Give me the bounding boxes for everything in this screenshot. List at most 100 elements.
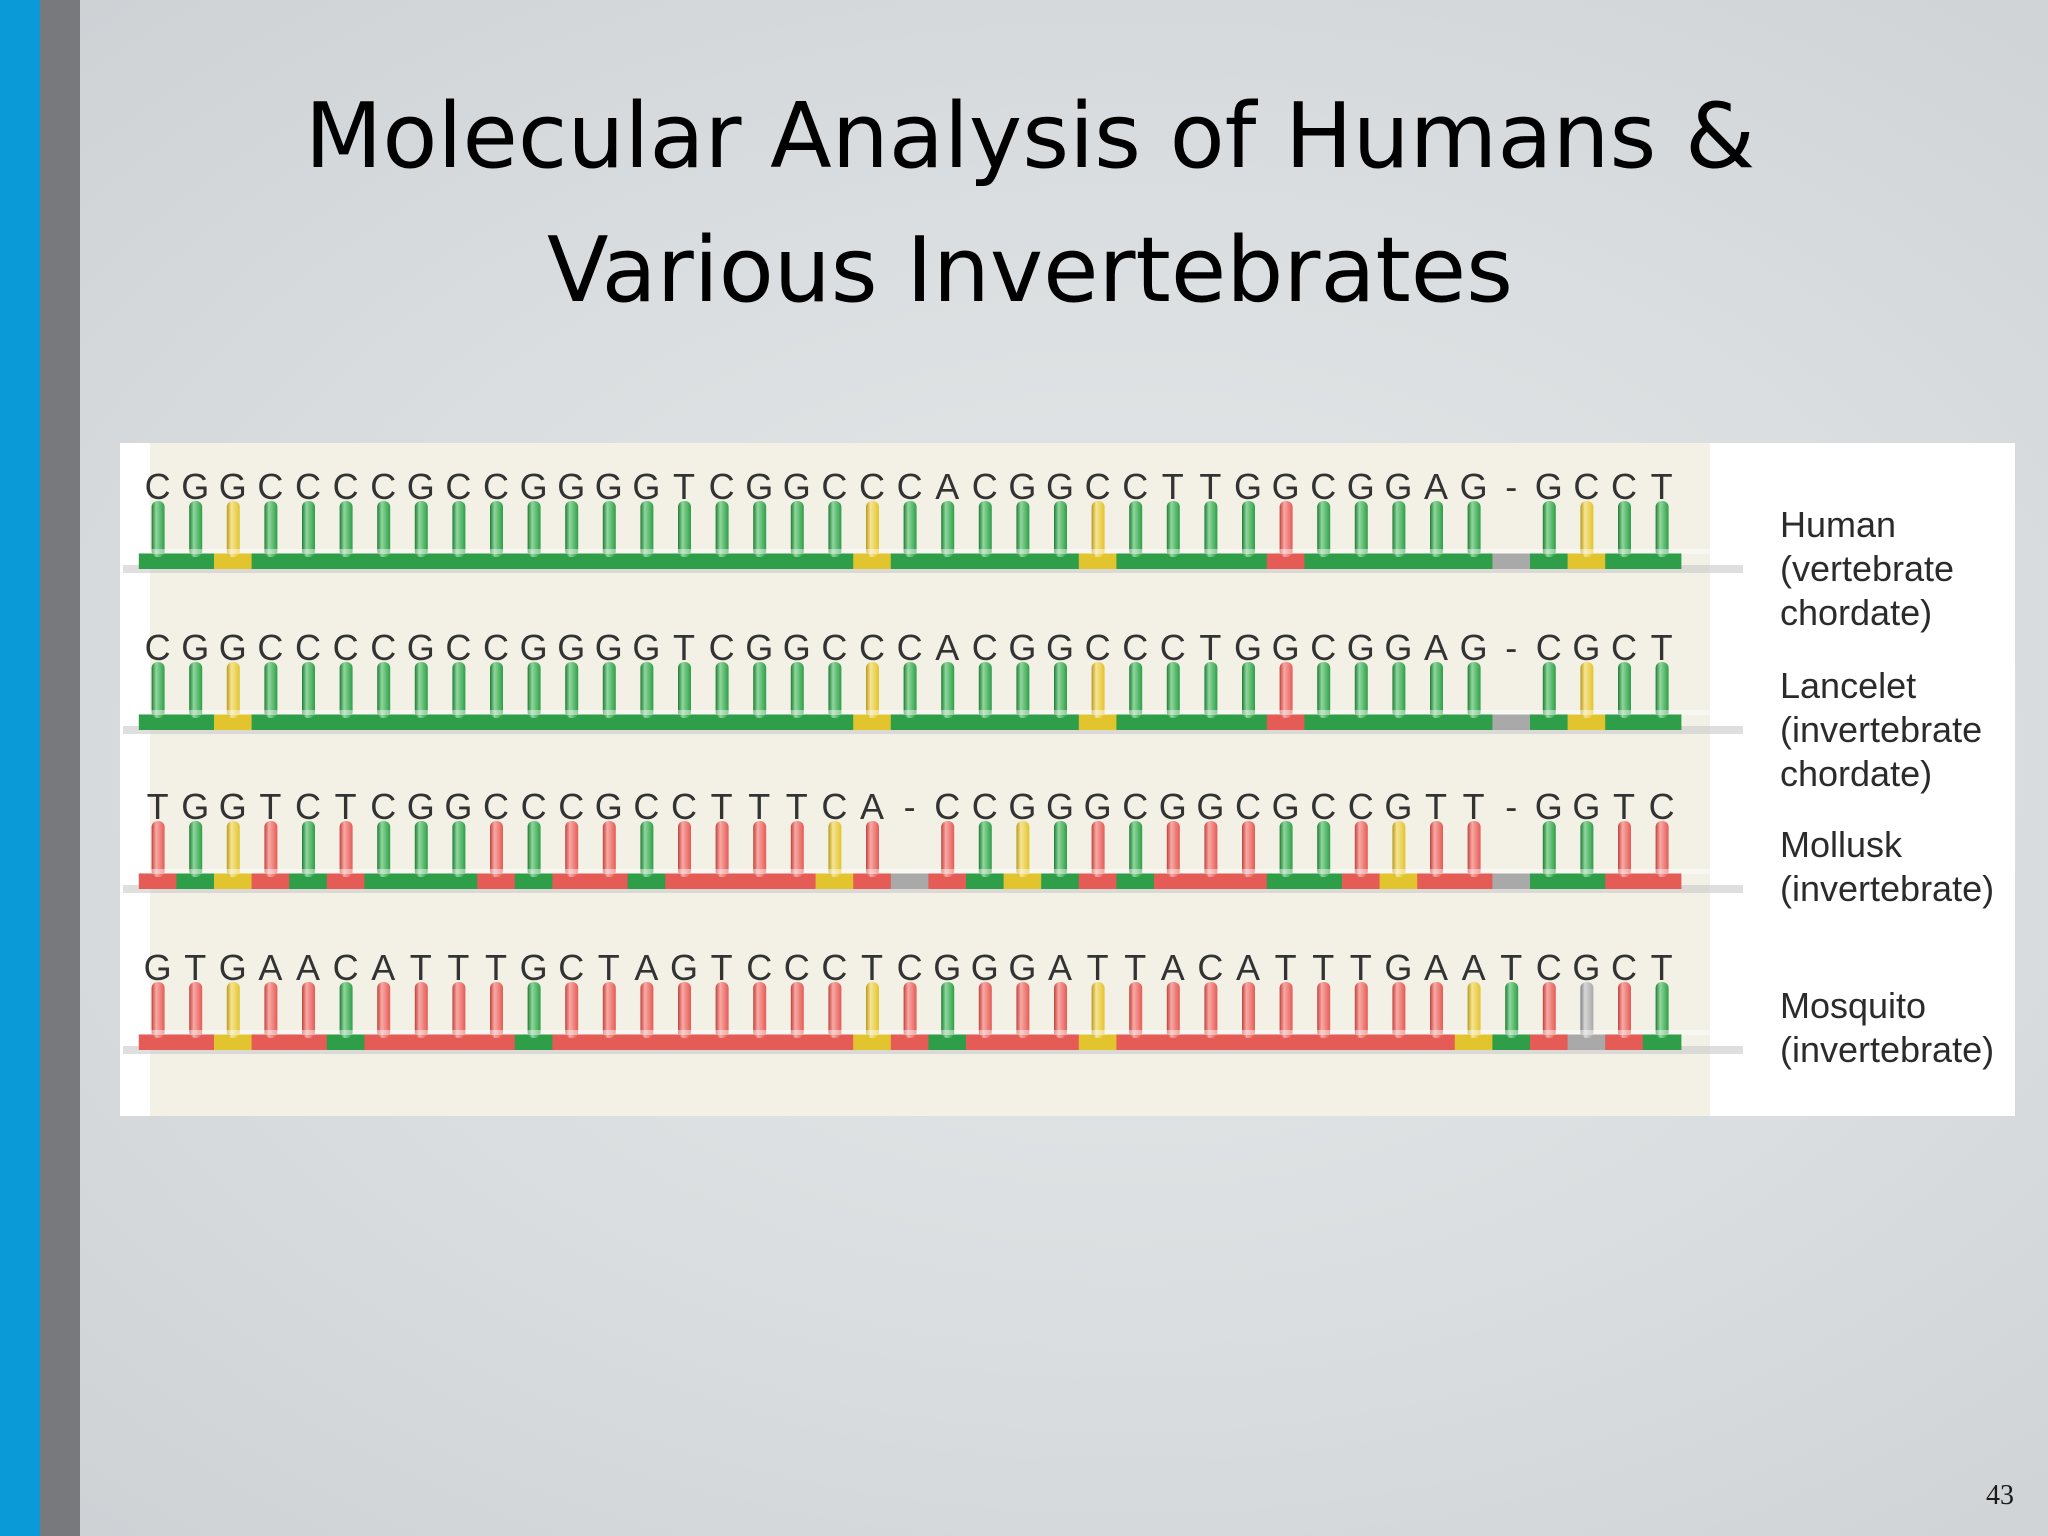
nucleotide-peg [1016, 982, 1030, 1038]
sequence-letter: C [445, 466, 471, 507]
sequence-letter: A [935, 627, 959, 668]
sequence-letter: G [181, 786, 209, 827]
sequence-letter: T [1350, 947, 1372, 988]
sequence-letter: T [1275, 947, 1297, 988]
backbone-segment [1266, 714, 1306, 730]
sequence-letter: C [633, 786, 659, 827]
backbone-segment [439, 873, 479, 889]
backbone-segment [1379, 553, 1419, 569]
backbone-segment [1530, 553, 1569, 569]
backbone-highlight [123, 710, 1743, 715]
sequence-letter: G [1234, 627, 1262, 668]
backbone-segment [514, 553, 554, 569]
nucleotide-peg [1618, 501, 1631, 557]
backbone-segment [1567, 714, 1607, 730]
backbone-segment [1417, 553, 1456, 569]
sequence-letter: G [1196, 786, 1224, 827]
sequence-letter: C [1122, 786, 1148, 827]
backbone-segment [439, 553, 479, 569]
nucleotide-peg [602, 982, 616, 1038]
sequence-letter: T [1162, 466, 1184, 507]
sequence-letter: G [1046, 627, 1074, 668]
nucleotide-peg [640, 662, 654, 718]
nucleotide-peg [1166, 662, 1180, 718]
sequence-letter: A [1462, 947, 1486, 988]
nucleotide-peg [527, 821, 541, 877]
sequence-letter: C [1536, 947, 1562, 988]
backbone-segment [552, 1034, 591, 1050]
nucleotide-peg [715, 982, 729, 1038]
sequence-letter: A [860, 786, 884, 827]
sequence-letter: C [821, 786, 847, 827]
backbone-segment [1605, 873, 1644, 889]
sequence-letter: G [1234, 466, 1262, 507]
backbone-segment [364, 1034, 403, 1050]
title-line-1: Molecular Analysis of Humans & [304, 84, 1756, 189]
backbone-segment [853, 1034, 892, 1050]
sequence-letter: C [145, 627, 171, 668]
nucleotide-peg [640, 982, 654, 1038]
nucleotide-peg [941, 821, 955, 877]
sequence-letter: C [295, 786, 321, 827]
backbone-segment [928, 873, 967, 889]
nucleotide-peg [866, 821, 879, 877]
nucleotide-peg [189, 662, 203, 718]
backbone-segment [1266, 553, 1306, 569]
backbone-segment [778, 553, 817, 569]
nucleotide-peg [302, 982, 315, 1038]
nucleotide-peg [1317, 821, 1331, 877]
backbone-segment [251, 714, 291, 730]
backbone-segment [1003, 714, 1043, 730]
sequence-letter: C [709, 627, 735, 668]
nucleotide-peg [978, 821, 992, 877]
backbone-segment [590, 873, 629, 889]
nucleotide-peg [1542, 662, 1556, 718]
nucleotide-peg [151, 501, 165, 557]
sequence-letter: C [1085, 627, 1111, 668]
backbone-segment [815, 714, 855, 730]
sequence-letter: G [181, 466, 209, 507]
backbone-segment [1342, 1034, 1381, 1050]
sequence-letter: C [972, 786, 998, 827]
backbone-segment [1229, 1034, 1268, 1050]
backbone-segment [1041, 873, 1080, 889]
sequence-letter: T [1425, 786, 1447, 827]
sequence-letter: G [1159, 786, 1187, 827]
species-label: Lancelet [1780, 665, 1916, 706]
backbone-segment [890, 714, 930, 730]
backbone-segment [1078, 1034, 1118, 1050]
sequence-letter: G [557, 466, 585, 507]
sequence-letter: C [1611, 947, 1637, 988]
sequence-letter: T [1463, 786, 1485, 827]
nucleotide-peg [151, 662, 165, 718]
nucleotide-peg [1430, 501, 1443, 557]
nucleotide-peg [490, 982, 503, 1038]
sequence-letter: T [748, 786, 770, 827]
species-label: (invertebrate [1780, 709, 1982, 750]
backbone-segment [251, 553, 291, 569]
nucleotide-peg [1317, 501, 1331, 557]
backbone-segment [1191, 873, 1231, 889]
nucleotide-peg [602, 501, 616, 557]
title-line-2: Various Invertebrates [546, 218, 1514, 323]
sequence-letter: C [1536, 627, 1562, 668]
backbone-segment [966, 553, 1005, 569]
sequence-letter: - [904, 786, 916, 827]
species-label: Mollusk [1780, 824, 1903, 865]
backbone-segment [1154, 553, 1193, 569]
sequence-letter: - [1505, 627, 1517, 668]
backbone-segment [552, 714, 591, 730]
sequence-letter: G [745, 627, 773, 668]
backbone-segment [289, 873, 328, 889]
backbone-segment [815, 553, 855, 569]
nucleotide-peg [1317, 662, 1331, 718]
backbone-segment [214, 553, 253, 569]
sequence-letter: C [1310, 627, 1336, 668]
sequence-letter: G [407, 466, 435, 507]
backbone-segment [1154, 714, 1193, 730]
backbone-segment [326, 1034, 366, 1050]
nucleotide-peg [1204, 821, 1218, 877]
backbone-segment [364, 873, 403, 889]
nucleotide-peg [377, 662, 391, 718]
sequence-letter: A [258, 947, 282, 988]
